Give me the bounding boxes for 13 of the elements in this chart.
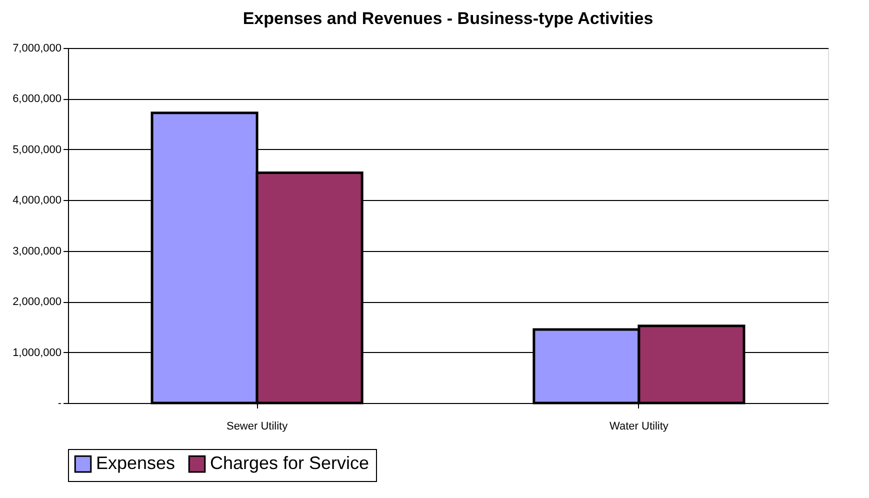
chart-title: Expenses and Revenues - Business-type Activities [242, 9, 654, 28]
legend-label: Charges for Service [210, 453, 370, 474]
y-tick-label: 7,000,000 [12, 42, 62, 54]
y-tick-label: 5,000,000 [12, 144, 62, 156]
y-tick-label: 1,000,000 [12, 346, 62, 359]
x-tick-label: Water Utility [610, 420, 669, 432]
y-tick-label: 4,000,000 [12, 194, 62, 207]
legend-label: Expenses [96, 453, 176, 474]
x-tick-label: Sewer Utility [226, 420, 288, 432]
y-tick-label: - [58, 398, 62, 410]
y-tick-label: 2,000,000 [12, 296, 62, 308]
y-tick-label: 3,000,000 [12, 245, 62, 258]
y-tick-label: 6,000,000 [12, 93, 62, 106]
